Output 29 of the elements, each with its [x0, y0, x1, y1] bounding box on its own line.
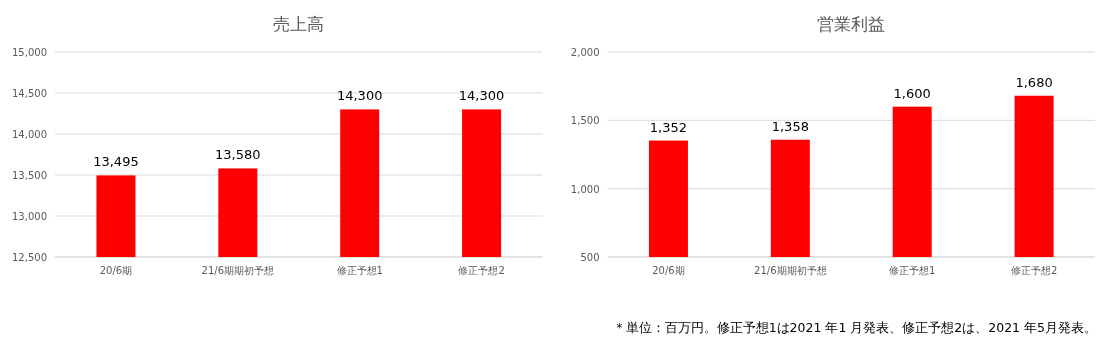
chart-title: 売上高	[273, 14, 325, 34]
chart-title: 営業利益	[817, 14, 886, 34]
y-tick-label: 1,500	[570, 115, 600, 127]
x-tick-label: 20/6期	[99, 265, 133, 276]
y-tick-label: 14,500	[12, 88, 47, 99]
x-tick-label: 修正予想1	[336, 265, 383, 276]
y-tick-label: 1,000	[570, 183, 600, 195]
y-tick-label: 13,000	[12, 211, 47, 222]
data-label: 1,680	[1015, 74, 1053, 90]
y-tick-label: 2,000	[570, 47, 600, 58]
x-tick-label: 21/6期期初予想	[201, 265, 275, 276]
data-label: 13,495	[93, 154, 139, 170]
x-tick-label: 修正予想2	[458, 265, 505, 276]
data-label: 1,358	[771, 118, 809, 134]
y-tick-label: 15,000	[12, 47, 47, 58]
x-tick-label: 修正予想2	[1010, 265, 1058, 276]
y-tick-label: 12,500	[12, 252, 47, 263]
y-tick-label: 500	[580, 252, 600, 263]
data-label: 1,600	[893, 85, 931, 101]
x-tick-label: 20/6期	[652, 265, 685, 276]
data-label: 1,352	[649, 119, 688, 135]
text: ＊単位：百万円。修正予想1は2021 年1 月発表、修正予想2は、2021 年5月発表。	[612, 320, 1097, 335]
data-label: 13,580	[215, 147, 261, 163]
y-tick-label: 13,500	[12, 170, 47, 181]
data-label: 14,300	[458, 88, 505, 104]
x-tick-label: 21/6期期初予想	[754, 265, 827, 276]
y-tick-label: 14,000	[12, 129, 47, 140]
x-tick-label: 修正予想1	[889, 265, 936, 276]
data-label: 14,300	[336, 88, 383, 104]
